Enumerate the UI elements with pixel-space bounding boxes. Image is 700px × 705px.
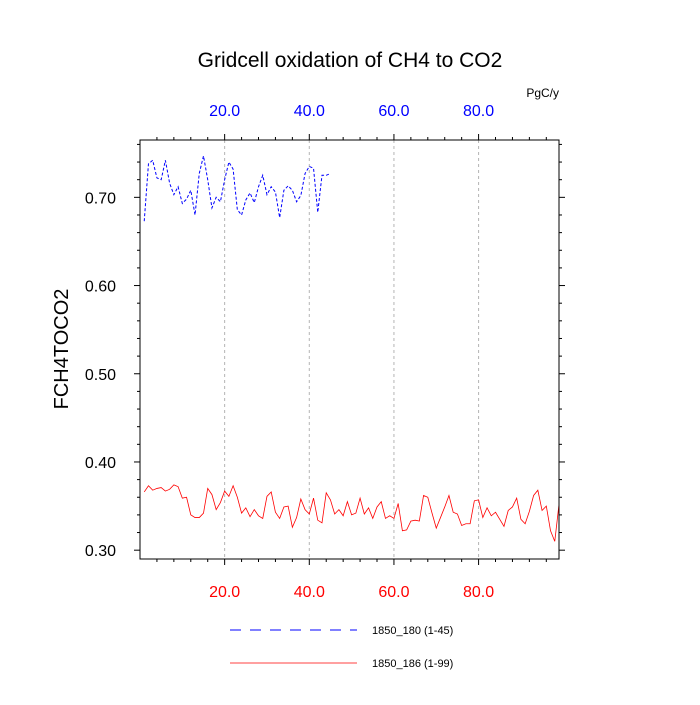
x-tick-label-top: 80.0	[463, 103, 494, 120]
x-tick-label-top: 40.0	[294, 103, 325, 120]
y-tick-label: 0.40	[85, 455, 116, 472]
plot-frame	[139, 139, 560, 560]
x-tick-label-bottom: 20.0	[209, 584, 240, 601]
y-axis-label: FCH4TOCO2	[51, 289, 73, 410]
x-tick-label-bottom: 80.0	[463, 584, 494, 601]
series-line-1	[143, 484, 560, 542]
y-tick-label: 0.70	[85, 190, 116, 207]
series-layer	[143, 155, 560, 542]
y-tick-label: 0.60	[85, 279, 116, 296]
grid-lines	[224, 140, 480, 559]
x-tick-label-top: 20.0	[209, 103, 240, 120]
y-tick-label: 0.30	[85, 543, 116, 560]
units-label: PgC/y	[526, 86, 559, 100]
legend: 1850_180 (1-45) 1850_186 (1-99)	[230, 625, 453, 670]
y-tick-label: 0.50	[85, 367, 116, 384]
x-tick-label-bottom: 60.0	[378, 584, 409, 601]
legend-label-0: 1850_180 (1-45)	[372, 625, 453, 637]
x-tick-label-bottom: 40.0	[294, 584, 325, 601]
axis-ticks: 20.0 20.0 40.0 40.0 60.0 60.0 80.0 80.0 0.30 0.40…	[85, 103, 565, 601]
x-tick-label-top: 60.0	[378, 103, 409, 120]
chart-title: Gridcell oxidation of CH4 to CO2	[198, 49, 503, 72]
legend-label-1: 1850_186 (1-99)	[372, 658, 453, 670]
series-line-0	[143, 155, 331, 222]
